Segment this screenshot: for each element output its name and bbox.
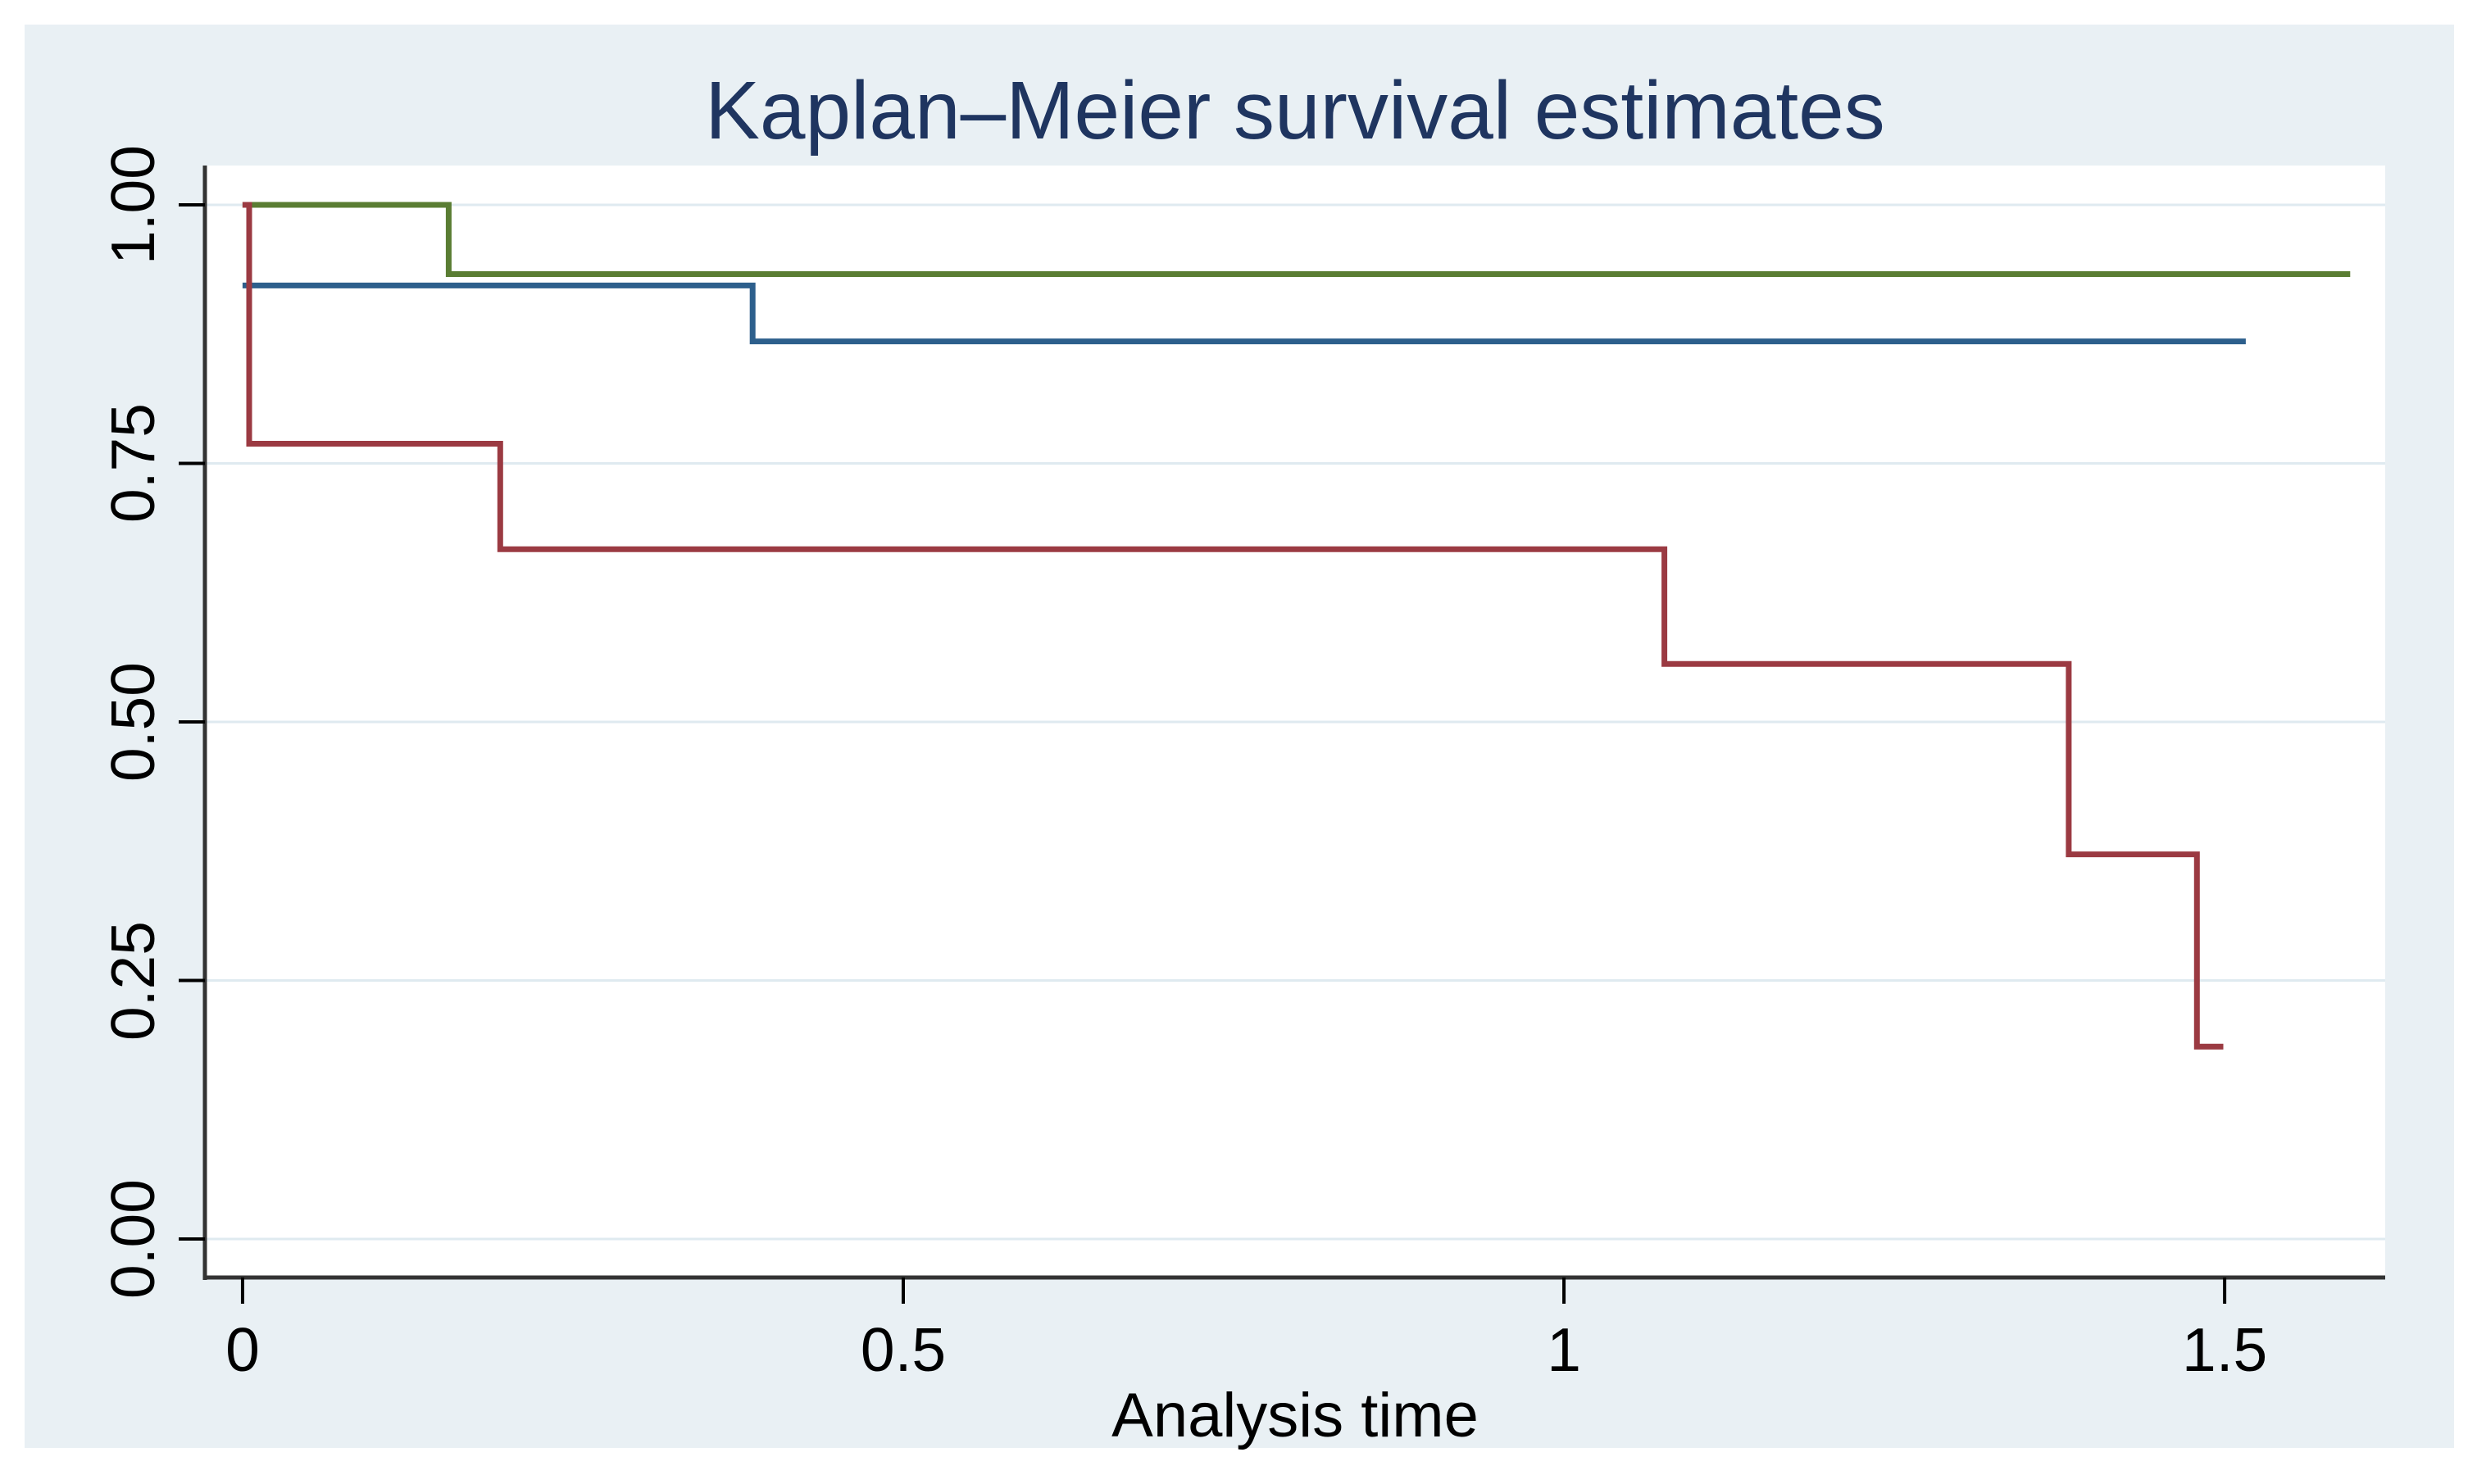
- y-tick-label: 0.00: [98, 1179, 167, 1300]
- y-tick-label: 1.00: [98, 144, 167, 265]
- chart-title: Kaplan–Meier survival estimates: [705, 65, 1885, 157]
- x-axis-label: Analysis time: [1111, 1381, 1479, 1450]
- survival-curve-group-blue: [242, 282, 2246, 345]
- x-tick-label: 1: [1547, 1315, 1581, 1384]
- x-tick-label: 1.5: [2181, 1315, 2268, 1384]
- x-tick-label: 0.5: [860, 1315, 947, 1384]
- y-tick-label: 0.50: [98, 662, 167, 782]
- x-tick-label: 0: [225, 1315, 260, 1384]
- y-tick-label: 0.25: [98, 920, 167, 1041]
- y-tick-label: 0.75: [98, 403, 167, 524]
- survival-curve-group-red: [242, 202, 2224, 1050]
- survival-curve-group-green: [242, 202, 2351, 277]
